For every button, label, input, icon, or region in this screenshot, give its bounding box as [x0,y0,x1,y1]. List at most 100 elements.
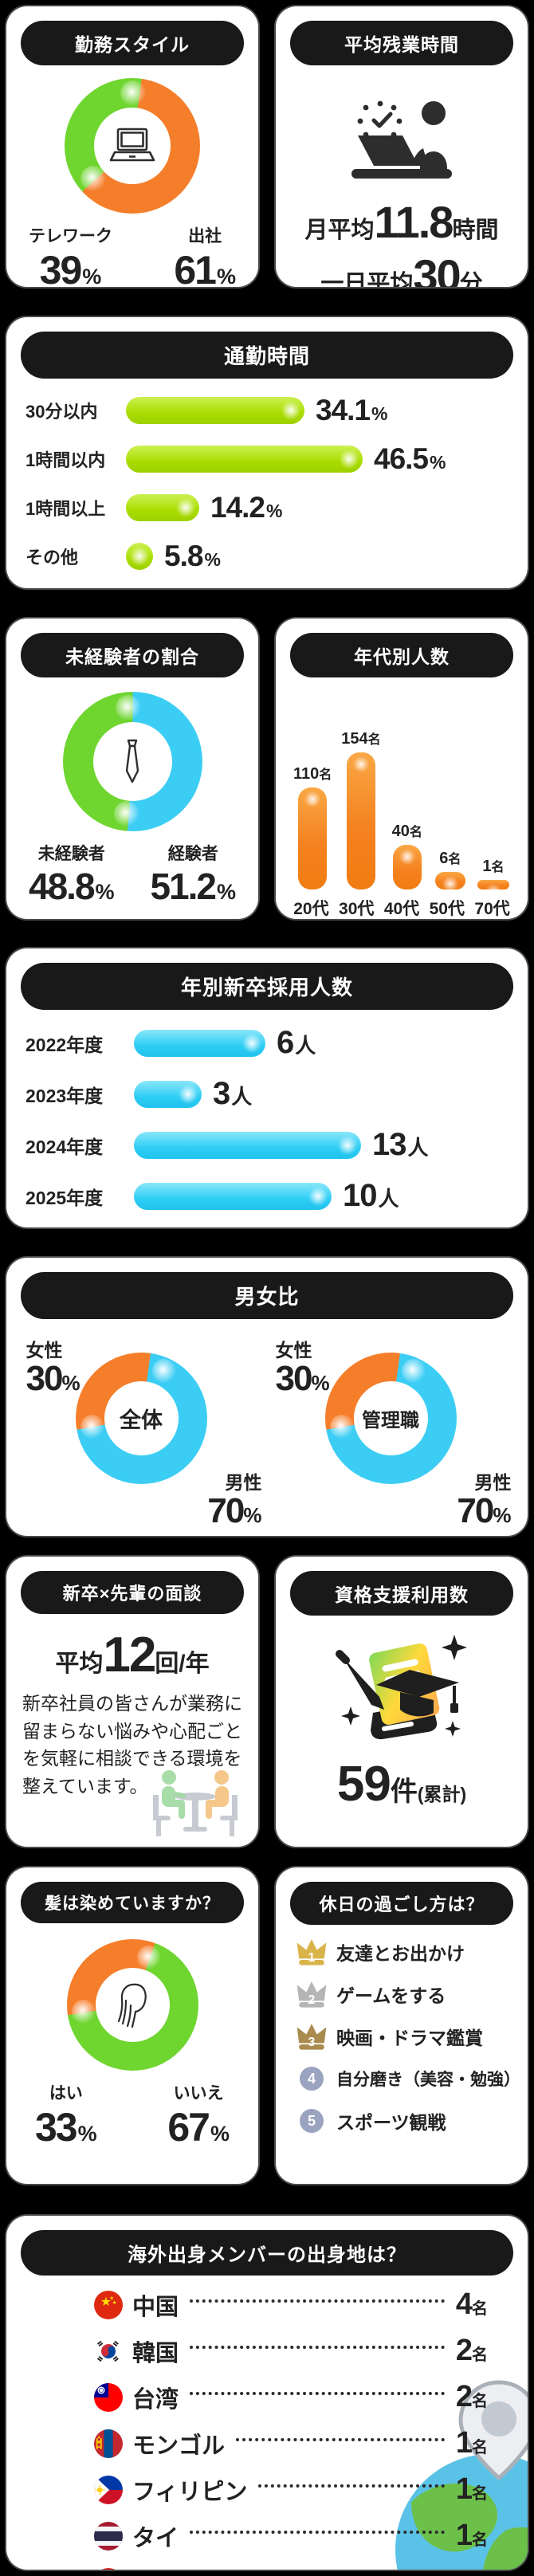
overseas-row-thailand: タイ 1名 [94,2519,488,2553]
gloss-highlight [80,1415,104,1439]
rank-4-badge: 4 [295,2063,328,2095]
dotted-leader [258,2484,445,2488]
inexperienced-title: 未経験者の割合 [21,633,244,677]
card-holiday: 休日の過ごし方は？ 1 友達とお出かけ 2 ゲームをする [276,1867,528,2184]
card-overtime: 平均残業時間 月平均11.8時間 [276,6,528,287]
holiday-title: 休日の過ごし方は？ [290,1882,513,1925]
silver-crown-icon: 2 [295,1978,328,2010]
overseas-row-taiwan: 台湾 2名 [94,2380,488,2414]
flag-mongolia-icon [94,2429,123,2458]
donut-hole [104,1381,179,1455]
age-bar-chart: 110名 154名 40名 6名 1名 [287,689,516,889]
gloss-highlight [71,2000,96,2024]
experienced-stat: 経験者 51.2% [150,845,236,907]
hair-stats: はい 33% いいえ 67% [18,2080,247,2150]
bar-1hour-over [126,494,199,521]
bar-2024 [134,1131,361,1159]
gender-donut-overall: 全体 [75,1353,207,1484]
dotted-leader [190,2345,445,2349]
row-hair-holiday: 髪は染めていますか？ はい 33% [6,1867,528,2184]
holiday-rank-3: 3 映画・ドラマ鑑賞 [295,2020,513,2052]
gold-crown-icon: 1 [295,1936,328,1968]
gender-chart-managers: 女性 30% 管理職 男性 70% [273,1325,512,1534]
commute-row: 1時間以上 14.2% [26,491,283,524]
gender-charts: 女性 30% 全体 男性 70% 女性 30% [18,1325,516,1534]
svg-text:★: ★ [112,2299,117,2305]
gloss-highlight [113,801,139,827]
card-commute: 通勤時間 30分以内 34.1% 1時間以内 46.5% 1時間以上 14.2%… [6,317,528,588]
dotted-leader [236,2437,445,2441]
card-qualification: 資格支援利用数 [276,1557,528,1847]
male-label-overall: 男性 70% [207,1472,262,1531]
new-grads-row: 2023年度 3人 [26,1076,253,1111]
overseas-row-vietnam: ★ ベトナム 1名 [94,2565,488,2570]
age-bar-40s: 40名 [391,689,424,889]
svg-text:★: ★ [109,2295,114,2301]
bar-other [126,543,153,570]
gloss-highlight [115,695,141,721]
study-support-icon [287,1624,516,1751]
bar-2025 [134,1182,332,1210]
work-style-stats: テレワーク 39% 出社 61% [18,223,247,287]
mentoring-title: 新卒×先輩の面談 [21,1571,244,1614]
rank-5-badge: 5 [295,2105,328,2137]
dotted-leader [190,2299,445,2303]
holiday-ranking-list: 1 友達とお出かけ 2 ゲームをする 3 映画・ドラマ鑑賞 [295,1936,520,2137]
card-age-groups: 年代別人数 110名 154名 40名 6名 [276,618,528,919]
svg-text:★: ★ [100,2295,112,2309]
female-label-managers: 女性 30% [275,1340,330,1398]
bar-2023 [134,1080,202,1108]
donut-center-label: 管理職 [362,1410,419,1431]
bar-1hour-within [126,446,363,473]
monthly-overtime: 月平均11.8時間 [304,197,499,247]
experience-stats: 未経験者 48.8% 経験者 51.2% [18,841,247,908]
gloss-highlight [401,1359,426,1383]
office-stat: 出社 61% [174,223,236,287]
person-laptop-clock-icon [287,83,516,185]
donut-hole [95,1968,170,2042]
daily-overtime: 一日平均30分 [320,250,483,287]
donut-hole [353,1381,428,1455]
flag-philippines-icon [94,2475,123,2504]
gloss-highlight [136,1946,161,1969]
card-gender: 男女比 女性 30% 全体 男性 70% [6,1258,528,1536]
gloss-highlight [151,1359,176,1383]
qualification-title: 資格支援利用数 [290,1571,513,1616]
flag-korea-icon [94,2336,123,2366]
overtime-title: 平均残業時間 [290,21,513,65]
inexperienced-donut-chart [62,692,202,831]
card-mentoring: 新卒×先輩の面談 平均12回/年 新卒社員の皆さんが業務に留まらない悩みや心配ご… [6,1557,258,1847]
hair-yes-stat: はい 33% [35,2084,97,2150]
age-bar-70s: 1名 [477,689,510,889]
telework-stat: テレワーク 39% [29,223,112,287]
card-overseas: 海外出身メンバーの出身地は？ ★ ★ ★ 中国 [6,2216,528,2570]
overseas-row-philippines: フィリピン 1名 [94,2472,488,2507]
age-axis-labels: 20代 30代 40代 50代 70代 [293,900,510,918]
hair-donut-chart [66,1939,198,2071]
commute-row: 30分以内 34.1% [26,394,388,426]
row-mentoring-qualification: 新卒×先輩の面談 平均12回/年 新卒社員の皆さんが業務に留まらない悩みや心配ご… [6,1557,528,1847]
holiday-rank-2: 2 ゲームをする [295,1978,513,2010]
holiday-rank-1: 1 友達とお出かけ [295,1936,513,1968]
commute-row: 1時間以内 46.5% [26,442,446,475]
bronze-crown-icon: 3 [295,2020,328,2052]
age-groups-title: 年代別人数 [290,633,513,677]
holiday-rank-4: 4 自分磨き（美容・勉強） [295,2063,520,2095]
age-bar-20s: 110名 [293,689,332,889]
mentoring-description: 新卒社員の皆さんが業務に留まらない悩みや心配ごとを気軽に相談できる環境を整えてい… [22,1693,242,1797]
gender-title: 男女比 [21,1272,513,1319]
age-bar-50s: 6名 [434,689,467,889]
commute-row: その他 5.8% [26,540,221,572]
woman-face-icon [67,1939,198,2071]
office-value: 61% [174,248,236,287]
bar-30min [126,397,304,424]
card-work-style: 勤務スタイル テレワーク 39% [6,6,258,287]
donut-center-label: 全体 [120,1408,163,1432]
holiday-rank-5: 5 スポーツ観戦 [295,2105,513,2137]
dotted-leader [190,2391,445,2395]
new-grads-row: 2022年度 6人 [26,1025,316,1060]
overseas-row-china: ★ ★ ★ 中国 4名 [94,2287,488,2322]
new-grads-title: 年別新卒採用人数 [21,963,513,1010]
meeting-illustration [135,1765,255,1845]
